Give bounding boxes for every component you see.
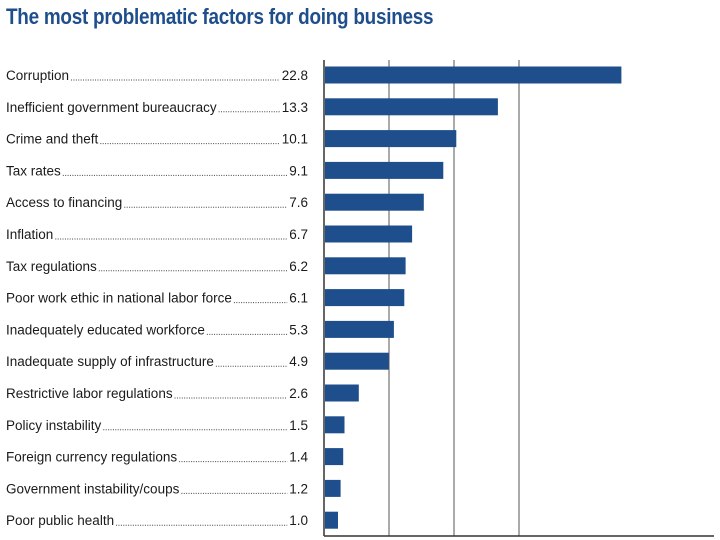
value-label: 13.3 — [282, 100, 308, 115]
value-label: 6.2 — [289, 259, 308, 274]
leader-dots — [55, 79, 288, 526]
category-label: Inflation — [6, 227, 53, 242]
bar — [325, 257, 406, 275]
bar — [325, 66, 622, 84]
bar — [325, 479, 341, 497]
category-label: Tax regulations — [6, 259, 97, 274]
bars — [325, 66, 622, 529]
bar — [325, 320, 394, 338]
category-label: Corruption — [6, 68, 69, 83]
category-label: Poor public health — [6, 513, 114, 528]
bar — [325, 225, 413, 243]
category-label: Foreign currency regulations — [6, 450, 177, 465]
value-labels: 22.8 13.3 10.1 9.1 7.6 6.7 6.2 6.1 5.3 4.9 2.6 1.5 1… — [282, 68, 309, 528]
category-label: Inadequate supply of infrastructure — [6, 354, 214, 369]
value-label: 1.5 — [289, 418, 308, 433]
value-label: 7.6 — [289, 195, 308, 210]
value-label: 1.2 — [289, 481, 308, 496]
category-label: Government instability/coups — [6, 481, 180, 496]
bar — [325, 416, 345, 434]
value-label: 22.8 — [282, 68, 308, 83]
bar — [325, 448, 344, 466]
category-label: Inefficient government bureaucracy — [6, 100, 217, 115]
bar — [325, 511, 338, 529]
category-label: Access to financing — [6, 195, 122, 210]
bar — [325, 193, 424, 211]
value-label: 4.9 — [289, 354, 308, 369]
category-label: Inadequately educated workforce — [6, 322, 205, 337]
value-label: 1.0 — [289, 513, 308, 528]
bar — [325, 130, 457, 148]
bar — [325, 98, 498, 116]
bar — [325, 289, 405, 307]
bar — [325, 352, 389, 370]
value-label: 2.6 — [289, 386, 308, 401]
value-label: 5.3 — [289, 322, 308, 337]
chart-title: The most problematic factors for doing b… — [6, 4, 434, 29]
bar — [325, 161, 444, 179]
bar — [325, 384, 359, 402]
category-label: Policy instability — [6, 418, 102, 433]
category-label: Tax rates — [6, 163, 61, 178]
value-label: 6.7 — [289, 227, 308, 242]
category-label: Crime and theft — [6, 132, 99, 147]
value-label: 9.1 — [289, 163, 308, 178]
value-label: 1.4 — [289, 450, 308, 465]
value-label: 10.1 — [282, 132, 308, 147]
category-labels: Corruption Inefficient government bureauc… — [6, 68, 232, 528]
category-label: Restrictive labor regulations — [6, 386, 173, 401]
category-label: Poor work ethic in national labor force — [6, 291, 232, 306]
value-label: 6.1 — [289, 291, 308, 306]
